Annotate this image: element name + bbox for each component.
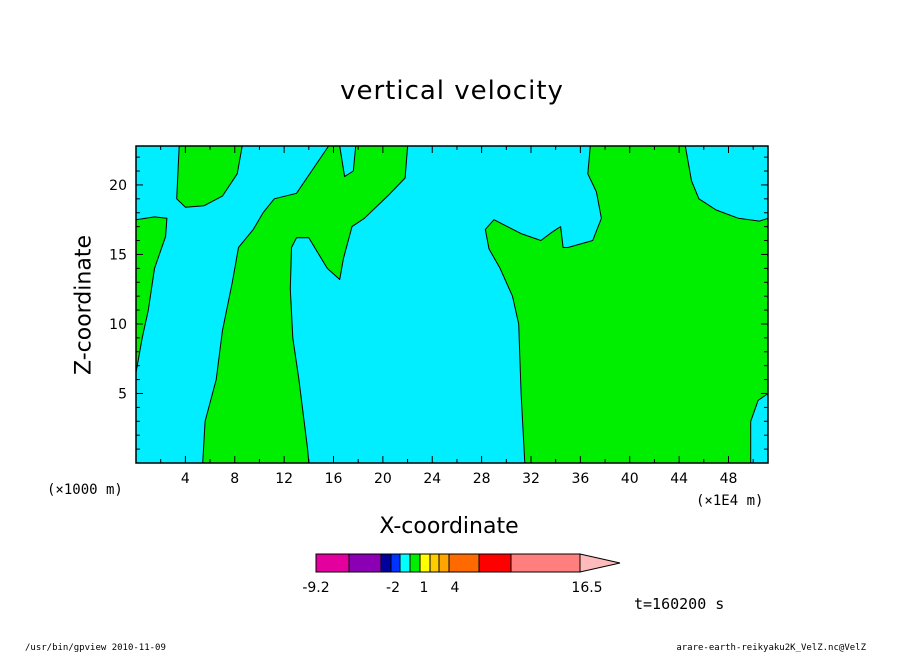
plot-frame bbox=[135, 145, 769, 464]
y-tick-label: 15 bbox=[109, 247, 127, 263]
x-unit-label-right: (×1E4 m) bbox=[696, 493, 764, 509]
colorbar-label: -9.2 bbox=[302, 580, 329, 596]
colorbar-segment bbox=[510, 553, 581, 573]
colorbar-segment bbox=[315, 553, 350, 573]
x-tick-label: 48 bbox=[720, 471, 738, 487]
footer-command: /usr/bin/gpview 2010-11-09 bbox=[25, 643, 166, 653]
colorbar-segment bbox=[380, 553, 392, 573]
x-axis-label: X-coordinate bbox=[379, 514, 519, 539]
colorbar-label: -2 bbox=[386, 580, 400, 596]
x-tick-label: 4 bbox=[181, 471, 190, 487]
x-tick-label: 8 bbox=[230, 471, 239, 487]
colorbar-label: 1 bbox=[420, 580, 429, 596]
y-tick-label: 20 bbox=[109, 178, 127, 194]
contour-region-1 bbox=[176, 145, 243, 208]
y-tick-label: 5 bbox=[118, 386, 127, 402]
x-tick-label: 28 bbox=[473, 471, 491, 487]
colorbar-label: 4 bbox=[451, 580, 460, 596]
time-label: t=160200 s bbox=[634, 595, 725, 613]
colorbar-segment bbox=[419, 553, 431, 573]
colorbar-label: 16.5 bbox=[571, 580, 602, 596]
colorbar-segment bbox=[438, 553, 450, 573]
x-tick-label: 36 bbox=[571, 471, 589, 487]
x-tick-label: 12 bbox=[275, 471, 293, 487]
chart-title: vertical velocity bbox=[340, 76, 564, 106]
y-tick-label: 10 bbox=[109, 317, 127, 333]
footer-source: arare-earth-reikyaku2K_VelZ.nc@VelZ bbox=[676, 643, 866, 653]
x-tick-label: 44 bbox=[670, 471, 688, 487]
x-tick-label: 32 bbox=[522, 471, 540, 487]
colorbar-arrow bbox=[579, 553, 621, 573]
contour-region-2 bbox=[202, 145, 409, 464]
x-unit-label-left: (×1000 m) bbox=[47, 482, 123, 498]
colorbar-segment bbox=[390, 553, 401, 573]
x-tick-label: 16 bbox=[325, 471, 343, 487]
x-tick-label: 20 bbox=[374, 471, 392, 487]
colorbar-segment bbox=[478, 553, 512, 573]
colorbar-segment bbox=[448, 553, 480, 573]
colorbar-segment bbox=[409, 553, 421, 573]
x-tick-label: 24 bbox=[423, 471, 441, 487]
x-tick-label: 40 bbox=[621, 471, 639, 487]
y-axis-label: Z-coordinate bbox=[71, 235, 97, 375]
colorbar-segment bbox=[429, 553, 440, 573]
colorbar-segment bbox=[348, 553, 382, 573]
contour-region-0 bbox=[135, 216, 168, 374]
colorbar-segment bbox=[399, 553, 411, 573]
